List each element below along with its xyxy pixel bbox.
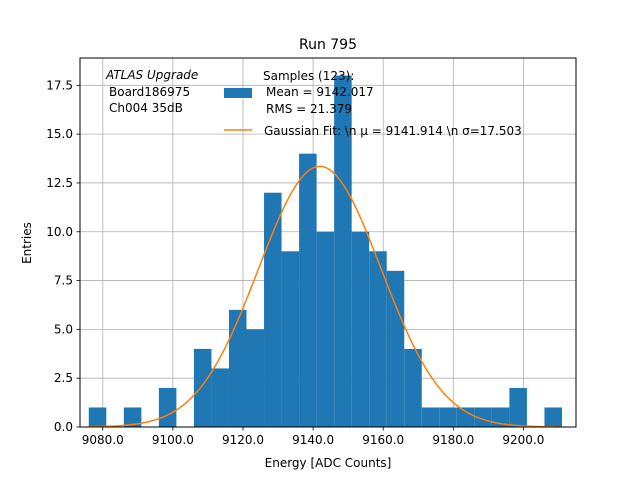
x-tick-label: 9200.0 [502, 433, 544, 447]
legend-hist-swatch [224, 88, 252, 98]
histogram-bar [509, 387, 527, 427]
y-axis-label: Entries [20, 222, 34, 264]
legend-hist-line-3: RMS = 21.379 [266, 102, 352, 116]
histogram-bar [211, 368, 229, 427]
histogram-bar [228, 309, 247, 427]
chart-title: Run 795 [299, 37, 357, 53]
histogram-bar [351, 231, 370, 427]
y-tick-label: 2.5 [54, 371, 73, 385]
histogram-bar [369, 251, 387, 427]
histogram-bar [264, 192, 282, 427]
y-tick-label: 17.5 [46, 78, 73, 92]
x-tick-label: 9120.0 [222, 433, 264, 447]
legend-hist-line-2: Mean = 9142.017 [266, 85, 374, 99]
histogram-bar [246, 329, 265, 427]
x-tick-label: 9160.0 [362, 433, 404, 447]
histogram-bar [123, 407, 142, 427]
x-tick-label: 9080.0 [82, 433, 124, 447]
y-tick-label: 10.0 [46, 225, 73, 239]
histogram-bar [386, 270, 405, 427]
histogram-bar [474, 407, 492, 427]
histogram-bar [404, 348, 422, 427]
fit-curve-path [88, 165, 562, 428]
legend-hist-line-1: Samples (123): [263, 69, 354, 83]
x-axis-label: Energy [ADC Counts] [265, 456, 392, 470]
histogram-bars [88, 75, 562, 428]
y-tick-label: 15.0 [46, 127, 73, 141]
histogram-bar [421, 407, 440, 427]
annotation-line-2: Board186975 [109, 85, 190, 99]
detector-annotation: ATLAS Upgrade Board186975 Ch004 35dB [105, 68, 198, 115]
y-tick-label: 5.0 [54, 322, 73, 336]
gaussian-fit-curve [88, 165, 562, 428]
legend-fit-label: Gaussian Fit: \n μ = 9141.914 \n σ=17.50… [264, 124, 522, 138]
histogram-bar [544, 407, 562, 427]
histogram-bar [158, 387, 177, 427]
histogram-bar [193, 348, 212, 427]
histogram-bar [281, 251, 300, 427]
histogram-bar [299, 153, 317, 427]
axis-ticks: 9080.0 9100.0 9120.0 9140.0 9160.0 9180.0 9200… [46, 78, 544, 447]
histogram-bar [439, 407, 457, 427]
axes-frame [79, 57, 577, 428]
y-tick-label: 7.5 [54, 274, 73, 288]
y-tick-label: 12.5 [46, 176, 73, 190]
annotation-line-3: Ch004 35dB [109, 101, 183, 115]
annotation-line-1: ATLAS Upgrade [105, 68, 198, 82]
x-tick-label: 9100.0 [152, 433, 194, 447]
histogram-bar [334, 75, 352, 428]
legend: Samples (123): Mean = 9142.017 RMS = 21.… [224, 69, 522, 138]
x-tick-label: 9140.0 [292, 433, 334, 447]
y-tick-label: 0.0 [54, 420, 73, 434]
histogram-bar [88, 407, 107, 427]
histogram-bar [316, 231, 335, 427]
histogram-bar [456, 407, 475, 427]
x-tick-label: 9180.0 [432, 433, 474, 447]
